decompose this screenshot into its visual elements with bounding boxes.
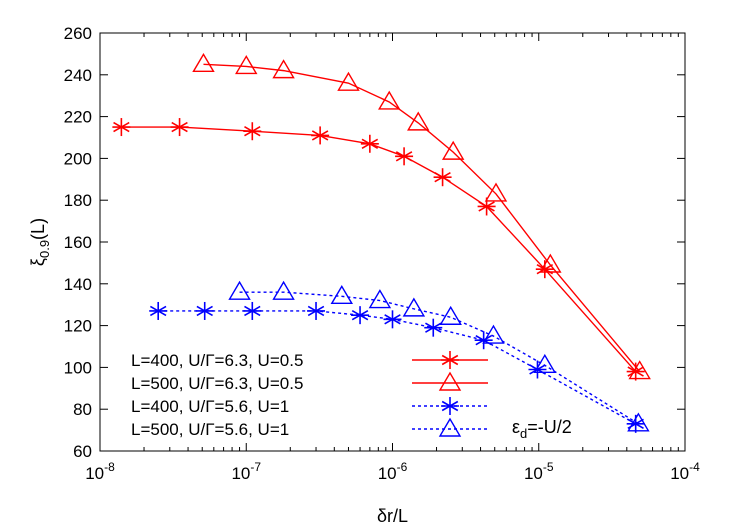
data-point bbox=[243, 301, 262, 320]
data-point bbox=[330, 284, 354, 305]
series-3 bbox=[228, 280, 650, 432]
legend-label: L=500, U/Γ=6.3, U=0.5 bbox=[131, 374, 303, 393]
y-tick-label: 160 bbox=[64, 233, 92, 252]
data-point bbox=[433, 168, 452, 187]
legend-marker bbox=[438, 417, 462, 437]
data-point bbox=[311, 126, 330, 145]
data-point bbox=[477, 197, 496, 216]
data-point bbox=[474, 331, 493, 350]
data-point bbox=[482, 324, 505, 344]
x-tick-label: 10-8 bbox=[85, 460, 115, 483]
y-tick-label: 180 bbox=[64, 191, 92, 210]
data-point bbox=[368, 289, 392, 309]
legend-marker bbox=[441, 397, 459, 415]
legend-marker bbox=[438, 371, 462, 391]
x-tick-label: 10-5 bbox=[524, 460, 554, 483]
legend: L=400, U/Γ=6.3, U=0.5 L=500, U/Γ=6.3, U=0… bbox=[131, 351, 488, 439]
legend-item: L=500, U/Γ=6.3, U=0.5 bbox=[131, 371, 488, 393]
data-point bbox=[383, 310, 402, 329]
data-point bbox=[337, 71, 360, 91]
series-line bbox=[121, 126, 637, 373]
data-point bbox=[149, 301, 168, 320]
data-point bbox=[628, 360, 651, 380]
x-tick-label: 10-6 bbox=[378, 460, 408, 483]
y-axis-label: ξ0.9(L) bbox=[28, 218, 52, 266]
data-point bbox=[424, 318, 443, 337]
data-point bbox=[228, 280, 251, 300]
x-tick-label: 10-4 bbox=[670, 460, 700, 483]
annotation-epsilon-d: εd=-U/2 bbox=[512, 417, 572, 441]
data-point bbox=[439, 305, 462, 325]
data-point bbox=[195, 301, 214, 320]
legend-marker bbox=[441, 351, 459, 369]
data-point bbox=[378, 90, 401, 110]
data-point bbox=[407, 111, 430, 131]
data-point bbox=[539, 253, 562, 273]
x-tick-label: 10-7 bbox=[231, 460, 261, 483]
y-tick-label: 220 bbox=[64, 108, 92, 127]
data-point bbox=[626, 362, 645, 381]
series-line bbox=[239, 291, 639, 425]
series-line bbox=[158, 310, 637, 425]
data-point bbox=[192, 52, 215, 73]
legend-label: L=400, U/Γ=5.6, U=1 bbox=[131, 397, 289, 416]
y-tick-label: 200 bbox=[64, 149, 92, 168]
legend-label: L=400, U/Γ=6.3, U=0.5 bbox=[131, 351, 303, 370]
data-point bbox=[627, 412, 650, 432]
series-0 bbox=[112, 118, 645, 381]
data-point bbox=[533, 353, 557, 374]
data-point bbox=[235, 55, 258, 75]
x-axis-label: δr/L bbox=[377, 506, 408, 526]
data-point bbox=[484, 182, 508, 202]
data-point bbox=[272, 280, 295, 300]
data-point bbox=[272, 59, 295, 79]
series-line bbox=[203, 63, 641, 373]
data-point bbox=[351, 306, 370, 325]
data-point bbox=[528, 360, 547, 379]
y-tick-label: 80 bbox=[73, 400, 92, 419]
data-point bbox=[112, 118, 131, 137]
series-layer bbox=[112, 52, 651, 433]
legend-label: L=500, U/Γ=5.6, U=1 bbox=[131, 420, 289, 439]
data-point bbox=[402, 297, 426, 317]
data-point bbox=[395, 147, 414, 166]
y-tick-label: 140 bbox=[64, 275, 92, 294]
data-point bbox=[360, 134, 379, 153]
y-tick-label: 240 bbox=[64, 66, 92, 85]
series-1 bbox=[192, 52, 651, 380]
y-tick-label: 100 bbox=[64, 358, 92, 377]
axis-ticks: 60 80 100 120 140 160 180 200 220 240 260 10-8 10-7 1… bbox=[64, 24, 700, 483]
data-point bbox=[170, 118, 189, 137]
legend-item: L=400, U/Γ=6.3, U=0.5 bbox=[131, 351, 488, 370]
y-tick-label: 120 bbox=[64, 317, 92, 336]
y-tick-label: 260 bbox=[64, 24, 92, 43]
data-point bbox=[307, 301, 326, 320]
y-tick-label: 60 bbox=[73, 442, 92, 461]
legend-item: L=500, U/Γ=5.6, U=1 bbox=[131, 417, 488, 439]
legend-item: L=400, U/Γ=5.6, U=1 bbox=[131, 397, 488, 416]
data-point bbox=[243, 122, 262, 141]
data-point bbox=[441, 140, 465, 160]
